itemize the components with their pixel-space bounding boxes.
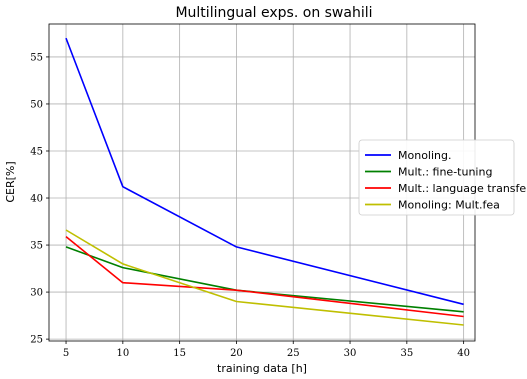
- y-tick-label: 45: [30, 146, 43, 157]
- legend: Monoling. Mult.: fine-tuning Mult.: langua…: [358, 139, 527, 216]
- y-axis-label: CER[%]: [4, 161, 17, 202]
- x-tick-label: 20: [230, 348, 243, 359]
- series-line-3: [65, 235, 464, 318]
- legend-label: Mult.: fine-tuning: [398, 166, 492, 179]
- y-tick-label: 50: [30, 99, 43, 110]
- y-tick-label: 55: [30, 52, 43, 63]
- x-tick-label: 35: [400, 348, 413, 359]
- x-tick-label: 25: [287, 348, 300, 359]
- legend-label: Monoling.: [398, 149, 452, 162]
- legend-label: Mult.: language transfer: [398, 182, 527, 195]
- y-tick-label: 40: [30, 194, 43, 205]
- x-tick-label: 5: [63, 348, 69, 359]
- chart-title: Multilingual exps. on swahili: [175, 5, 372, 21]
- x-ticks: 5 10 15 20 25 30 35 40: [63, 341, 470, 359]
- series-line-1: [65, 37, 464, 306]
- series-line-4: [65, 229, 464, 326]
- x-axis-label: training data [h]: [217, 362, 307, 375]
- x-tick-label: 40: [457, 348, 470, 359]
- x-tick-label: 10: [116, 348, 129, 359]
- y-ticks: 25 30 35 40 45 50 55: [30, 52, 49, 346]
- y-tick-label: 35: [30, 241, 43, 252]
- series-lines: [65, 37, 464, 326]
- legend-box: [358, 139, 515, 216]
- y-tick-label: 25: [30, 335, 43, 346]
- x-tick-label: 30: [344, 348, 357, 359]
- series-line-2: [65, 246, 464, 313]
- legend-label: Monoling: Mult.fea: [398, 199, 500, 212]
- y-tick-label: 30: [30, 288, 43, 299]
- x-tick-label: 15: [173, 348, 186, 359]
